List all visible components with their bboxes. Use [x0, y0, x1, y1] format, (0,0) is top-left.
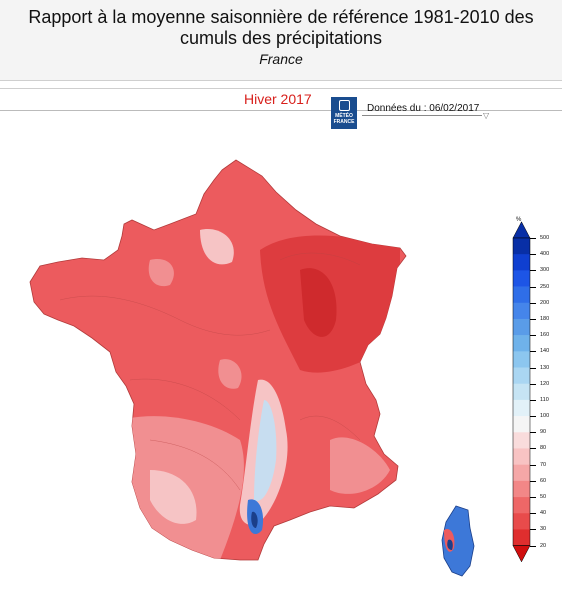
season-label: Hiver 2017 [244, 91, 312, 107]
legend-label: 250 [540, 283, 550, 290]
legend-unit: % [516, 217, 522, 223]
legend-tick [530, 513, 536, 515]
legend-swatch [513, 367, 530, 385]
legend-swatch [513, 254, 530, 271]
date-label: Données du : 06/02/2017 [367, 103, 480, 114]
legend-swatch [513, 238, 530, 255]
legend-tick [530, 238, 536, 239]
logo-mark-icon [338, 100, 350, 111]
legend-swatch [513, 513, 530, 530]
legend-tick [530, 529, 536, 531]
legend-swatch [513, 302, 530, 320]
legend-swatch [513, 480, 530, 498]
legend-tick [530, 270, 536, 272]
legend-tick [530, 254, 536, 256]
legend-tick [530, 335, 536, 337]
legend-arrow-up-icon [512, 221, 531, 239]
logo-text-1: MÉTÉO [335, 113, 353, 119]
legend-label: 180 [540, 315, 550, 322]
legend-tick [530, 497, 536, 499]
page-title: Rapport à la moyenne saisonnière de réfé… [28, 7, 534, 48]
legend-swatch [513, 318, 530, 336]
legend-label: 110 [540, 396, 549, 403]
legend-label: 50 [540, 494, 547, 501]
page-subtitle: France [259, 51, 303, 67]
meteo-france-logo: MÉTÉO FRANCE [331, 97, 357, 129]
legend-tick [530, 399, 536, 401]
legend-swatch [513, 335, 530, 352]
legend-tick [530, 302, 536, 304]
header: Rapport à la moyenne saisonnière de réfé… [0, 0, 562, 80]
legend-label: 200 [540, 299, 550, 306]
legend-label: 500 [540, 235, 550, 241]
legend-swatch [513, 529, 530, 546]
legend-label: 30 [540, 526, 547, 533]
legend-tick [530, 383, 536, 385]
legend-tick [530, 448, 536, 450]
legend-swatch [513, 416, 530, 433]
legend-label: 130 [540, 364, 550, 371]
legend-tick [530, 464, 536, 466]
legend-label: 40 [540, 510, 547, 517]
legend-swatch [513, 286, 530, 304]
legend-label: 160 [540, 332, 550, 339]
legend-label: 70 [540, 461, 547, 468]
legend-swatch [513, 351, 530, 368]
legend-swatch [513, 448, 530, 465]
france-mainland [29, 159, 407, 561]
legend-tick [530, 367, 536, 369]
legend-swatch [513, 432, 530, 449]
legend-label: 90 [540, 429, 547, 436]
date-underline [362, 115, 482, 116]
legend-label: 80 [540, 445, 547, 452]
legend-arrow-down-icon [512, 545, 531, 563]
legend-tick [530, 416, 536, 418]
legend-label: 400 [540, 251, 550, 258]
legend-tick [530, 480, 536, 482]
legend-tick [530, 351, 536, 353]
legend-label: 300 [540, 267, 550, 274]
legend-label: 140 [540, 348, 550, 355]
legend-label: 100 [540, 413, 550, 420]
legend-tick [530, 432, 536, 434]
legend-swatch [513, 497, 530, 514]
logo-text-2: FRANCE [333, 119, 355, 125]
legend-swatch [513, 270, 530, 287]
season-divider [0, 110, 562, 111]
legend-swatch [513, 383, 530, 401]
legend-label: 60 [540, 477, 547, 484]
dropdown-triangle-icon[interactable]: ▽ [483, 111, 490, 120]
legend-border [512, 237, 531, 546]
legend-tick [530, 318, 536, 320]
legend-tick [530, 286, 536, 288]
corsica [441, 505, 475, 577]
legend-label: 120 [540, 380, 550, 387]
legend-label: 20 [540, 542, 547, 549]
divider [0, 80, 562, 81]
divider [0, 88, 562, 89]
legend-tick [530, 545, 536, 547]
legend-swatch [513, 399, 530, 417]
legend-swatch [513, 464, 530, 482]
